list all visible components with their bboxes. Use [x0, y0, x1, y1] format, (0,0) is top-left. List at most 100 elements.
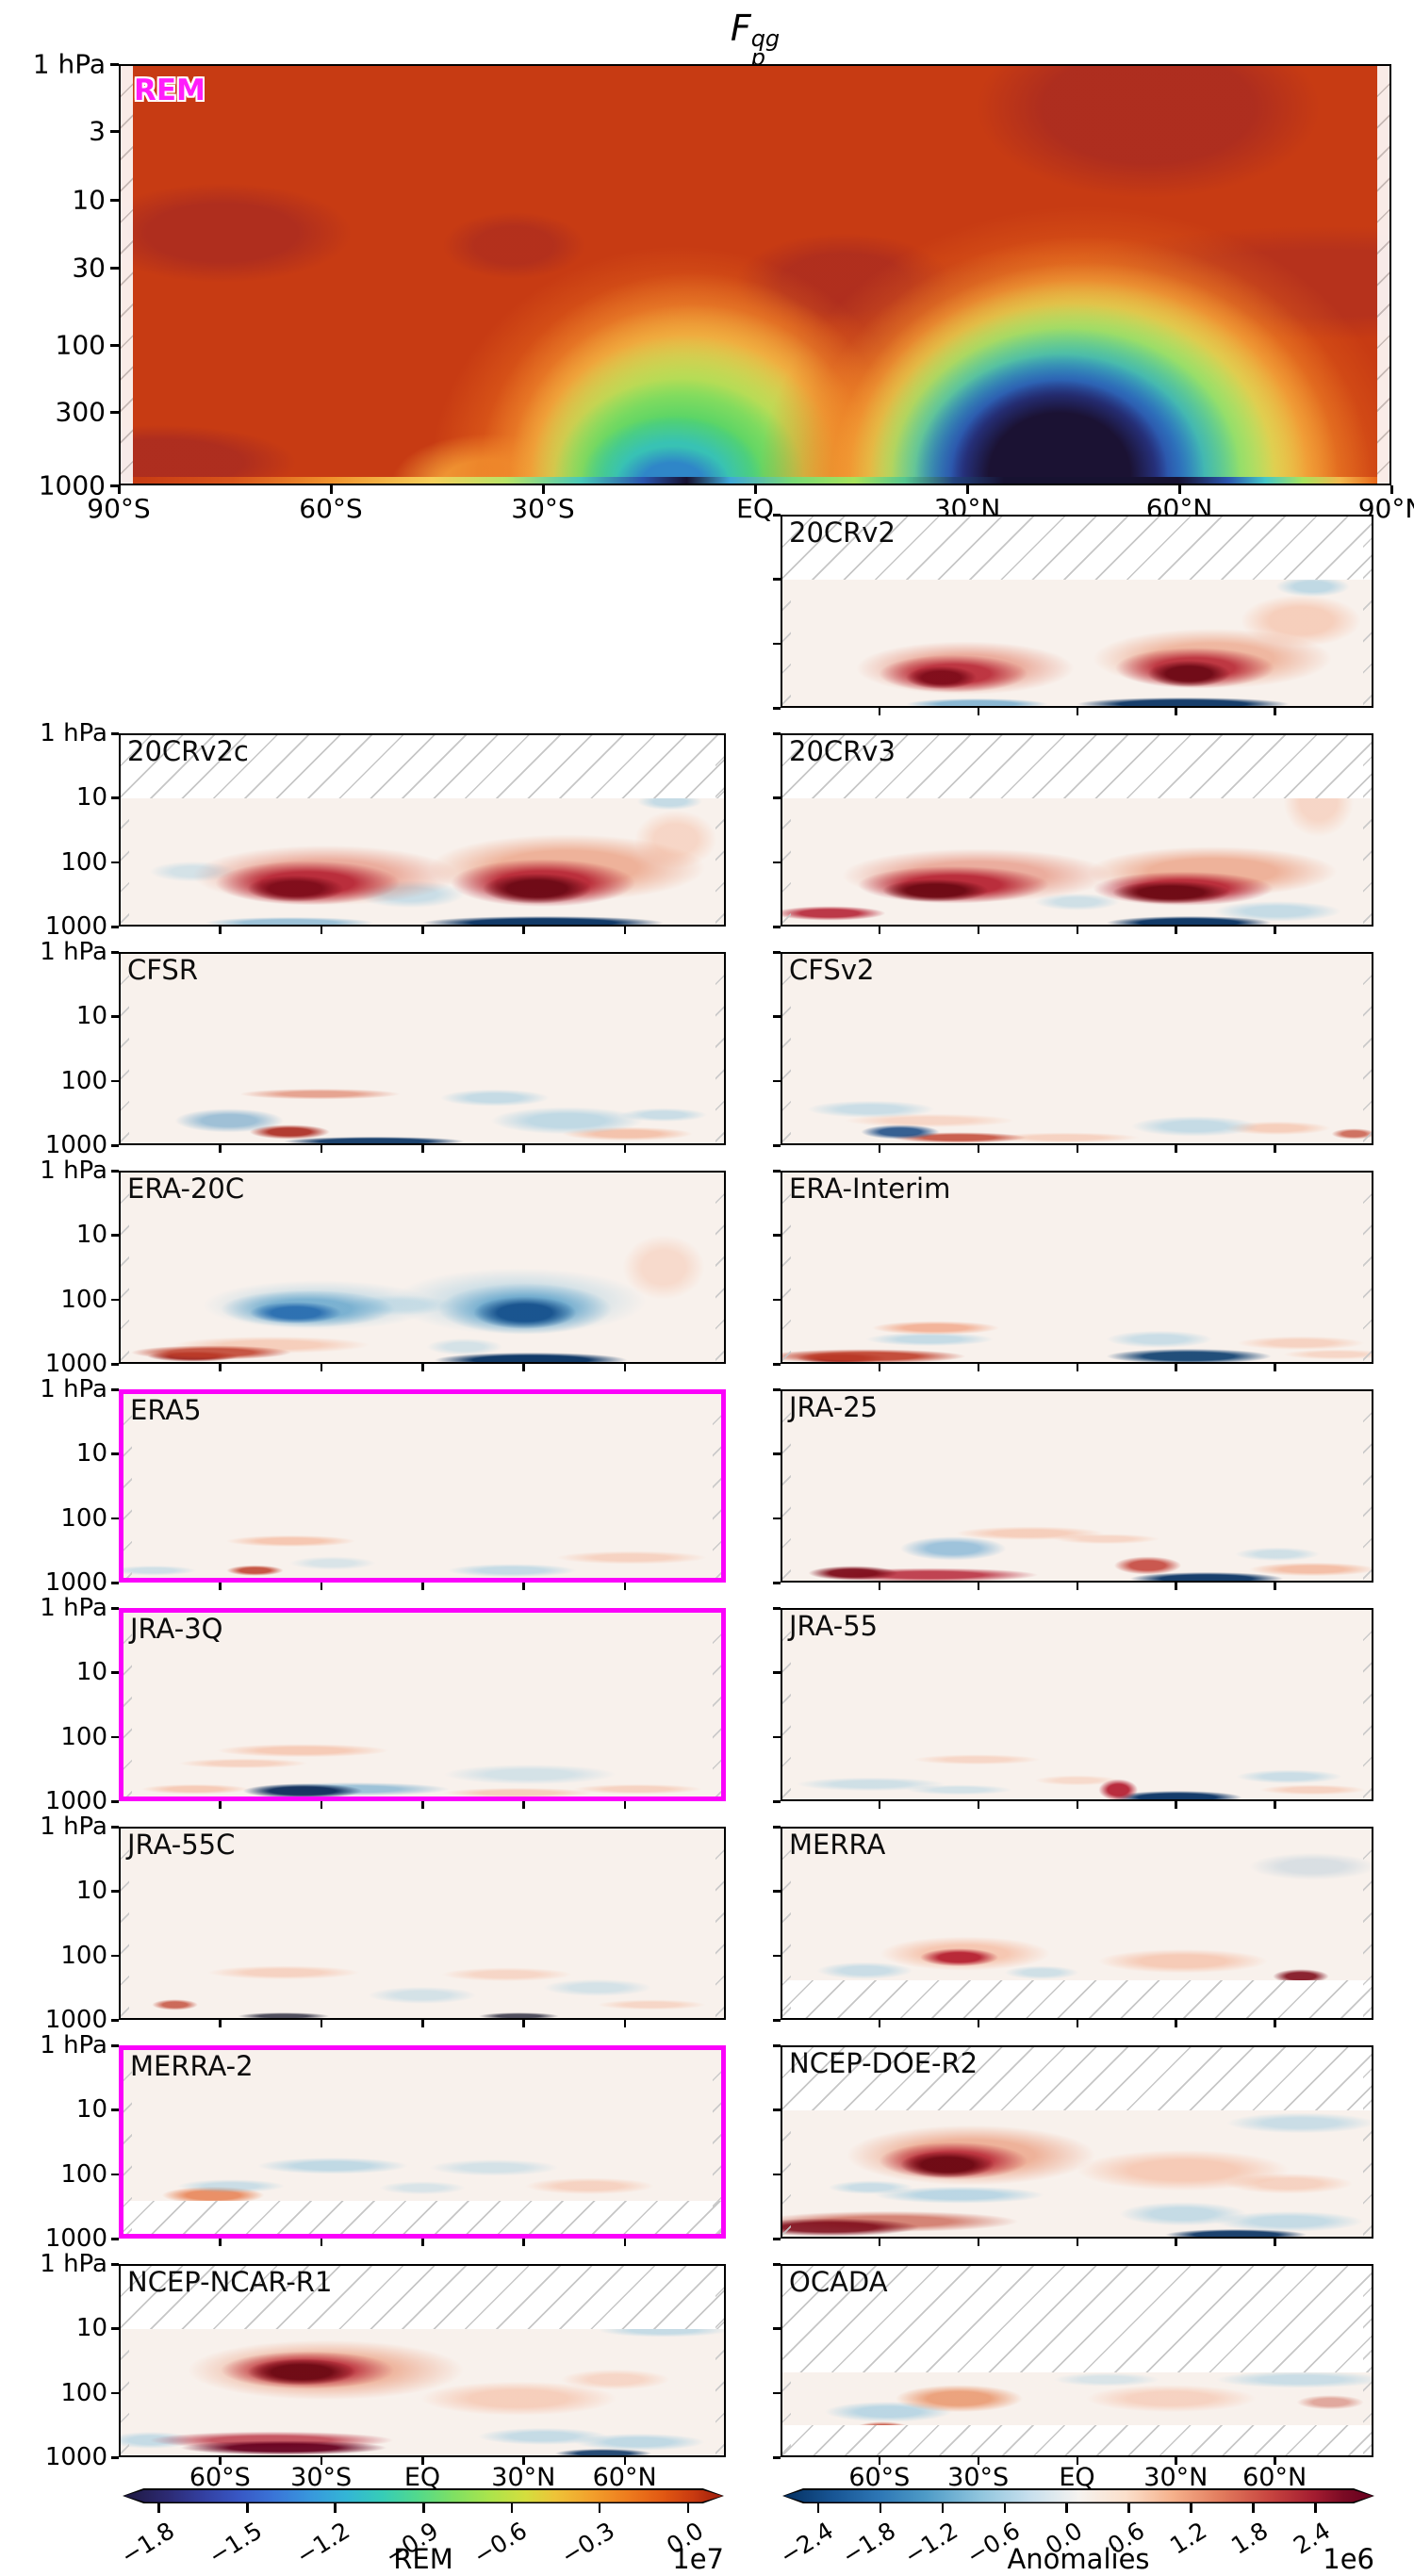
y-tick-label: 100: [60, 1722, 107, 1751]
y-tick-mark: [773, 1826, 781, 1829]
colorbar-tick-mark: [1003, 2503, 1006, 2513]
y-tick-mark: [773, 2263, 781, 2266]
x-tick-mark: [623, 927, 627, 934]
pole-mask-hatch-left: [782, 954, 791, 1143]
x-tick-mark: [1274, 1145, 1276, 1153]
x-tick-mark: [118, 485, 121, 494]
y-tick-mark: [111, 1735, 119, 1739]
y-tick-label: 100: [60, 2159, 107, 2189]
y-tick-label: 1 hPa: [40, 1594, 107, 1622]
x-tick-label: 90°S: [87, 493, 151, 524]
x-tick-mark: [219, 2020, 222, 2027]
y-tick-label: 100: [60, 1285, 107, 1314]
x-tick-mark: [522, 1801, 525, 1809]
y-tick-mark: [773, 2019, 781, 2022]
y-tick-label: 1 hPa: [40, 719, 107, 747]
rem-label: REM: [134, 74, 206, 107]
title-base: F: [730, 8, 751, 49]
y-tick-label: 100: [60, 1941, 107, 1970]
y-tick-mark: [111, 951, 119, 954]
x-tick-mark: [1274, 2457, 1276, 2465]
x-tick-mark: [219, 1583, 222, 1590]
y-tick-mark: [773, 1517, 781, 1520]
y-tick-label: 100: [60, 1066, 107, 1095]
rem-colorbar-gradient: [123, 2489, 723, 2502]
x-tick-mark: [1274, 708, 1276, 715]
x-tick-mark: [1076, 2020, 1078, 2027]
x-tick-mark: [522, 2239, 525, 2246]
x-tick-mark: [1175, 927, 1177, 934]
panel-label-jra3q: JRA-3Q: [130, 1613, 223, 1645]
y-tick-mark: [111, 796, 119, 799]
x-tick-label: 60°N: [1242, 2463, 1307, 2492]
y-tick-mark: [111, 732, 119, 735]
y-tick-mark: [773, 1234, 781, 1237]
pole-mask-hatch-left: [782, 1829, 791, 2018]
rem-colorbar-scale: 1e7: [672, 2543, 724, 2575]
y-tick-label: 1000: [44, 1350, 107, 1378]
y-tick-mark: [773, 514, 781, 517]
x-tick-mark: [320, 1364, 323, 1371]
y-tick-mark: [773, 2238, 781, 2240]
x-tick-mark: [421, 1801, 424, 1809]
pole-mask-hatch-left: [782, 2047, 791, 2237]
panel-20crv3: 20CRv3: [781, 733, 1373, 927]
x-tick-mark: [421, 1583, 424, 1590]
pole-mask-hatch-right: [1363, 735, 1372, 925]
x-tick-mark: [1175, 708, 1177, 715]
panel-label-20crv2c: 20CRv2c: [127, 735, 249, 767]
x-tick-mark: [878, 1145, 881, 1153]
y-tick-label: 300: [55, 396, 106, 428]
y-tick-mark: [773, 1298, 781, 1302]
x-tick-mark: [1274, 927, 1276, 934]
y-tick-mark: [111, 2238, 119, 2240]
x-tick-label: 60°N: [592, 2463, 657, 2492]
pole-mask-hatch-left: [121, 735, 129, 925]
pole-mask-hatch-right: [1363, 2047, 1372, 2237]
y-tick-mark: [110, 484, 119, 487]
x-tick-mark: [1175, 1364, 1177, 1371]
pole-mask-hatch-left: [782, 1610, 791, 1799]
x-tick-mark: [1175, 1145, 1177, 1153]
panel-era20c: ERA-20C: [119, 1171, 726, 1364]
masked-region-hatch-top: [782, 735, 1372, 798]
pole-mask-hatch-right: [1363, 1391, 1372, 1581]
y-tick-label: 10: [75, 1877, 107, 1906]
y-tick-label: 1 hPa: [32, 48, 106, 80]
panel-20crv2: 20CRv2: [781, 515, 1373, 708]
anomalies-colorbar: [782, 2488, 1374, 2503]
x-tick-mark: [977, 1364, 980, 1371]
x-tick-mark: [1274, 2239, 1276, 2246]
pole-mask-hatch-left: [782, 2266, 791, 2455]
title-sub: p: [750, 44, 765, 72]
y-tick-mark: [111, 1079, 119, 1083]
y-tick-label: 10: [75, 783, 107, 812]
y-tick-mark: [111, 2263, 119, 2266]
y-tick-label: 1000: [44, 1131, 107, 1159]
rem-bottom-gradient-strip: [133, 477, 1377, 484]
x-tick-mark: [219, 2457, 222, 2465]
x-tick-mark: [878, 1801, 881, 1809]
y-tick-mark: [773, 2456, 781, 2459]
pole-mask-hatch-right: [1377, 66, 1389, 484]
y-tick-mark: [773, 707, 781, 710]
x-tick-mark: [320, 1801, 323, 1809]
colorbar-tick-mark: [598, 2503, 601, 2513]
x-tick-mark: [1175, 2457, 1177, 2465]
x-tick-mark: [1076, 2457, 1078, 2465]
x-tick-mark: [219, 1364, 222, 1371]
y-tick-mark: [773, 2044, 781, 2047]
x-tick-mark: [219, 1145, 222, 1153]
masked-region-hatch-top: [121, 735, 724, 798]
pole-mask-hatch-right: [713, 1394, 721, 1578]
y-tick-mark: [111, 1582, 119, 1584]
colorbar-tick-mark: [1252, 2503, 1255, 2513]
pole-mask-hatch-right: [715, 2266, 724, 2455]
panel-label-era5: ERA5: [130, 1394, 202, 1426]
masked-region-hatch-bottom: [782, 1979, 1372, 2018]
y-tick-mark: [773, 1800, 781, 1803]
x-tick-mark: [977, 2239, 980, 2246]
anomalies-colorbar-scale: 1e6: [1323, 2543, 1374, 2575]
x-tick-mark: [1076, 1364, 1078, 1371]
